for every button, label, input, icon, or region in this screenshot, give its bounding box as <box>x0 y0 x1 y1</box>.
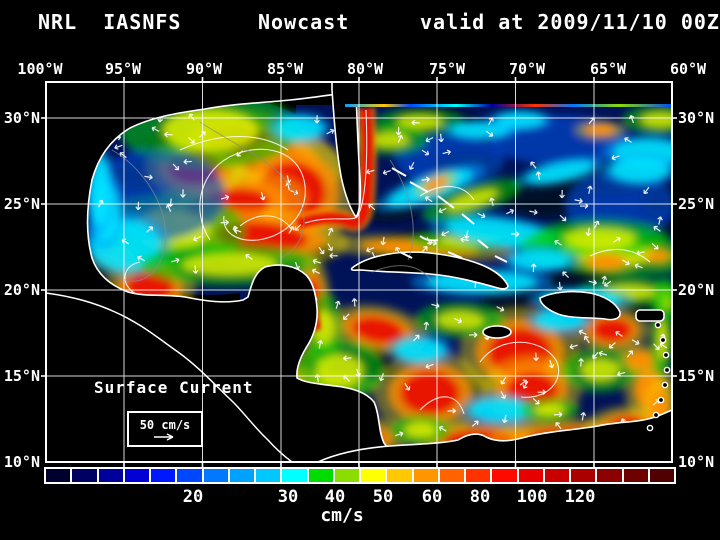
colorbar-unit: cm/s <box>320 505 364 526</box>
scale-value: 50 cm/s <box>139 417 191 432</box>
axis-tick-label: 20°N <box>678 281 715 299</box>
colorbar-tick: 20 <box>182 487 204 507</box>
scale-box: 50 cm/s <box>127 411 203 447</box>
streamlines <box>124 109 651 447</box>
frame-ticks <box>41 77 677 467</box>
south-america <box>317 409 672 462</box>
axis-tick-label: 100°W <box>17 60 63 78</box>
colorbar-tick: 120 <box>564 487 596 507</box>
axis-tick-label: 20°N <box>3 281 40 299</box>
colorbar-segment <box>492 469 517 482</box>
colorbar-segment <box>544 469 569 482</box>
florida <box>331 82 362 219</box>
axis-tick-label: 15°N <box>3 367 40 385</box>
axis-tick-label: 25°N <box>678 195 715 213</box>
lesser-antilles <box>646 321 671 432</box>
colorbar-segment <box>518 469 543 482</box>
axis-tick-label: 30°N <box>678 109 715 127</box>
jamaica <box>482 325 512 339</box>
colorbar-segment <box>177 469 202 482</box>
colorbar-segment <box>387 469 412 482</box>
colorbar-segment <box>597 469 622 482</box>
axis-tick-label: 75°W <box>428 60 466 78</box>
colorbar-tick: 100 <box>516 487 548 507</box>
colorbar-segment <box>282 469 307 482</box>
puerto-rico <box>635 309 665 322</box>
axis-tick-label: 95°W <box>104 60 142 78</box>
colorbar-segment <box>439 469 464 482</box>
colorbar-segment <box>571 469 596 482</box>
axis-tick-label: 65°W <box>589 60 627 78</box>
axis-tick-label: 10°N <box>3 453 40 471</box>
colorbar-segment <box>98 469 123 482</box>
bahamas-islands <box>391 167 508 263</box>
surface-current-label: Surface Current <box>94 378 254 397</box>
colorbar-segment <box>649 469 674 482</box>
axis-tick-label: 60°W <box>669 60 707 78</box>
axis-tick-label: 30°N <box>3 109 40 127</box>
domain-boundary-band <box>345 82 672 107</box>
colorbar-segment <box>623 469 648 482</box>
colorbar-segment <box>308 469 333 482</box>
colorbar-segment <box>229 469 254 482</box>
depth-contours <box>111 121 433 283</box>
valid-time: valid at 2009/11/10 00Z <box>420 10 720 34</box>
axis-tick-label: 80°W <box>346 60 384 78</box>
colorbar-segment <box>46 469 71 482</box>
colorbar-segment <box>151 469 176 482</box>
colorbar-tick: 80 <box>469 487 491 507</box>
cuba <box>350 251 509 290</box>
colorbar-segment <box>334 469 359 482</box>
axis-tick-label: 25°N <box>3 195 40 213</box>
colorbar-segment <box>72 469 97 482</box>
colorbar-tick: 50 <box>372 487 394 507</box>
colorbar-segment <box>466 469 491 482</box>
axis-tick-label: 10°N <box>678 453 715 471</box>
colorbar-segment <box>361 469 386 482</box>
axis-tick-label: 85°W <box>266 60 304 78</box>
graticule <box>46 82 672 462</box>
system-title: NRL IASNFS <box>38 10 182 34</box>
colorbar-tick: 30 <box>277 487 299 507</box>
colorbar-segment <box>413 469 438 482</box>
colorbar-tick: 40 <box>324 487 346 507</box>
hispaniola <box>539 290 621 321</box>
colorbar-segment <box>203 469 228 482</box>
colorbar-tick: 60 <box>421 487 443 507</box>
scale-arrow-icon <box>154 432 174 441</box>
axis-tick-label: 70°W <box>508 60 546 78</box>
colorbar <box>44 467 676 484</box>
pacific-coastline <box>46 292 293 462</box>
axis-tick-label: 15°N <box>678 367 715 385</box>
current-arrows <box>95 113 668 439</box>
colorbar-segment <box>124 469 149 482</box>
colorbar-segment <box>256 469 281 482</box>
product-title: Nowcast <box>258 10 350 34</box>
axis-tick-label: 90°W <box>185 60 223 78</box>
north-america-mexico <box>46 82 406 462</box>
landmass <box>46 82 672 462</box>
